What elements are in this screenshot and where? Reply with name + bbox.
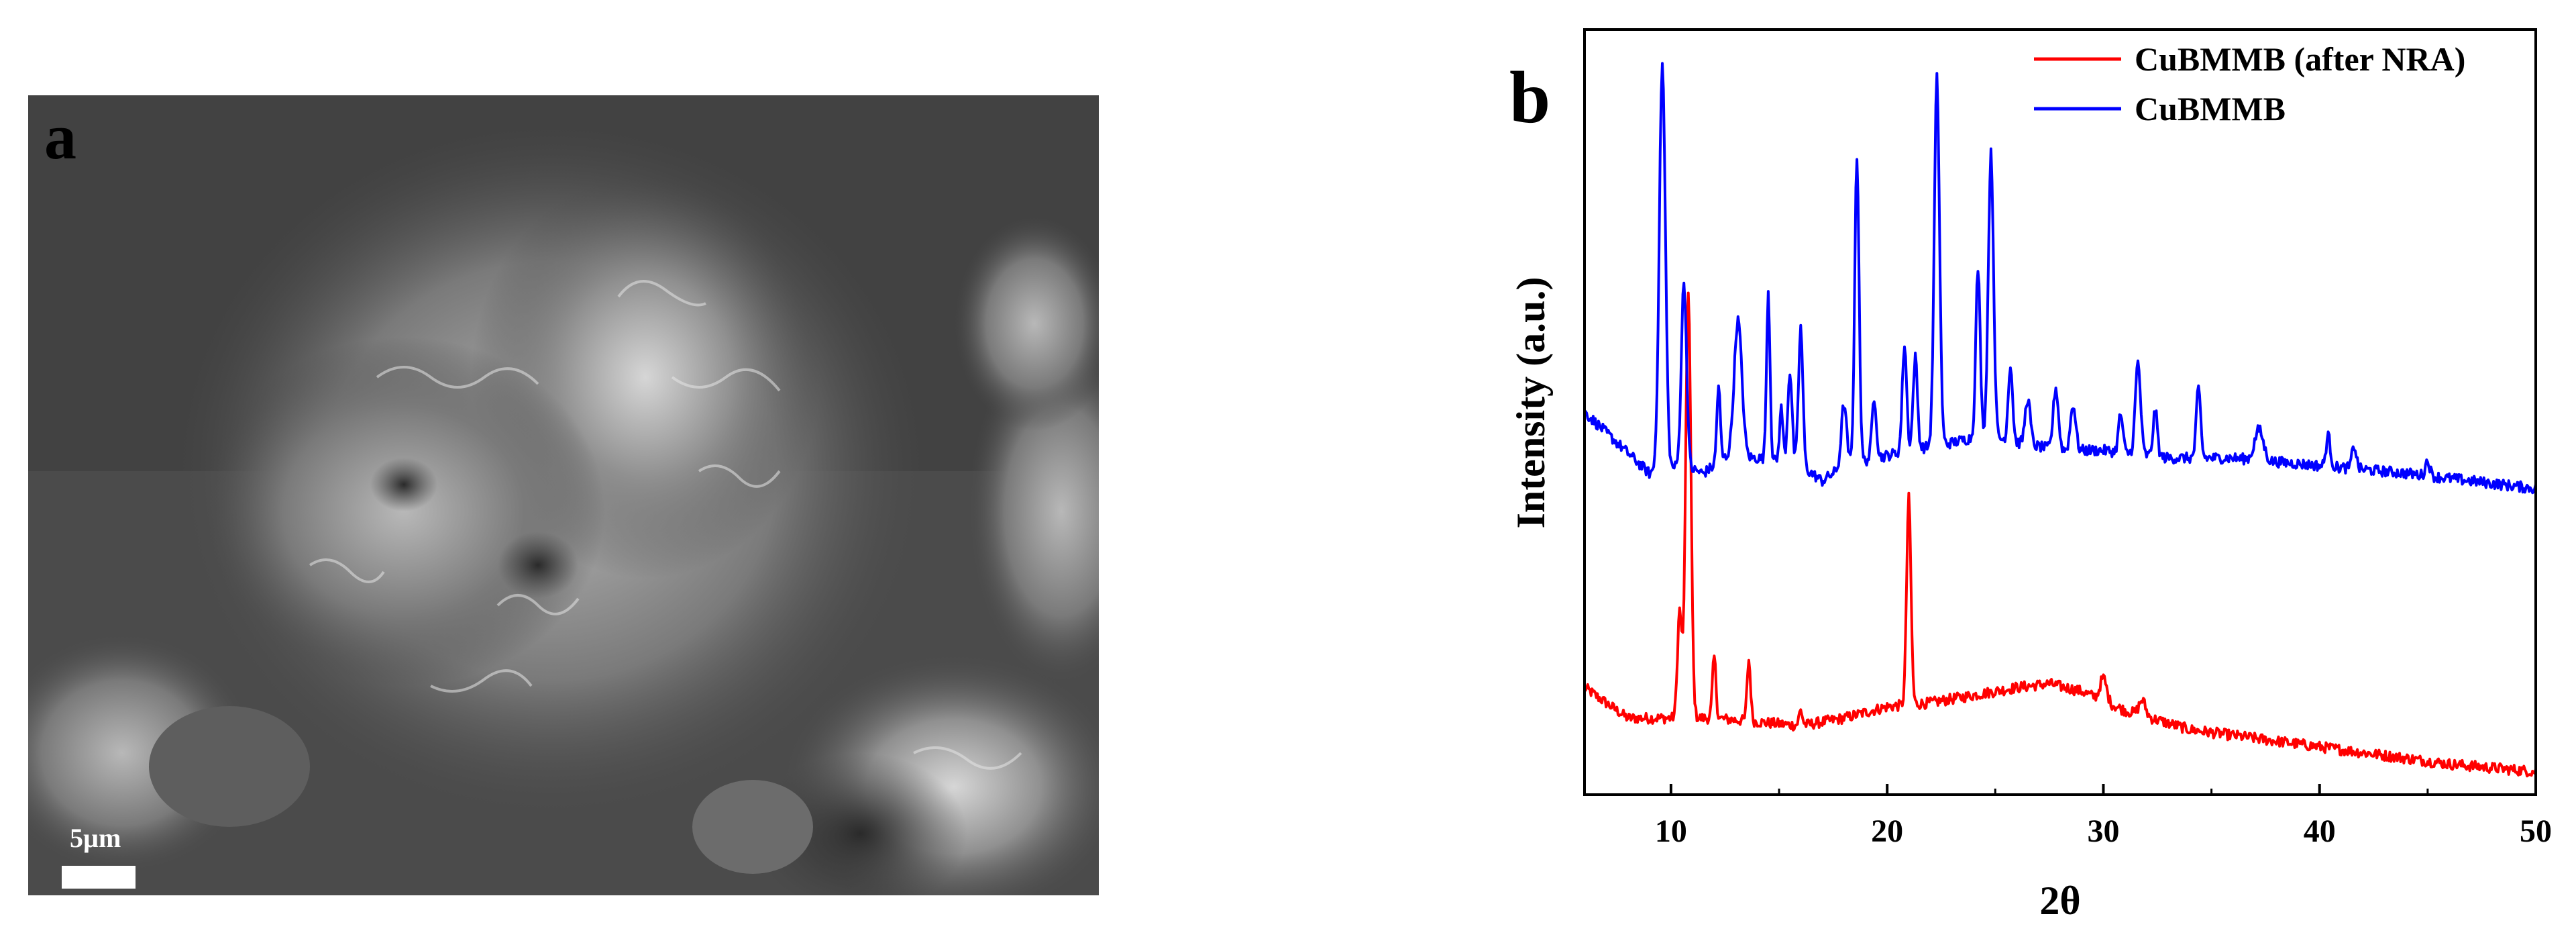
y-axis-label: Intensity (a.u.) (1509, 277, 1553, 528)
series-line-cubmmb-after-nra (1583, 291, 2537, 778)
legend-label-1: CuBMMB (2135, 90, 2286, 128)
x-tick-label-20: 20 (1871, 813, 1903, 849)
scale-bar (62, 866, 136, 889)
series-line-cubmmb (1583, 62, 2537, 495)
x-tick-label-30: 30 (2087, 813, 2119, 849)
x-tick-label-40: 40 (2304, 813, 2336, 849)
x-tick-label-10: 10 (1655, 813, 1687, 849)
sem-micrograph: a 5µm (28, 95, 1099, 895)
x-tick-label-50: 50 (2520, 813, 2552, 849)
panel-label-b: b (1509, 56, 1551, 138)
plot-frame (1583, 28, 2537, 796)
x-axis-tick-labels: 10 20 30 40 50 (1655, 813, 2552, 849)
sem-texture (28, 95, 1099, 895)
legend-label-0: CuBMMB (after NRA) (2135, 40, 2465, 78)
x-axis-ticks (1669, 784, 2537, 795)
panel-label-a: a (44, 101, 76, 172)
legend: CuBMMB (after NRA) CuBMMB (2034, 40, 2465, 128)
scale-bar-label: 5µm (70, 823, 121, 853)
plot-lines (1583, 62, 2537, 778)
x-axis-label: 2θ (2039, 879, 2080, 923)
xrd-chart: 10 20 30 40 50 2θ Intensity (a.u.) CuBMMB (a… (1509, 28, 2552, 923)
